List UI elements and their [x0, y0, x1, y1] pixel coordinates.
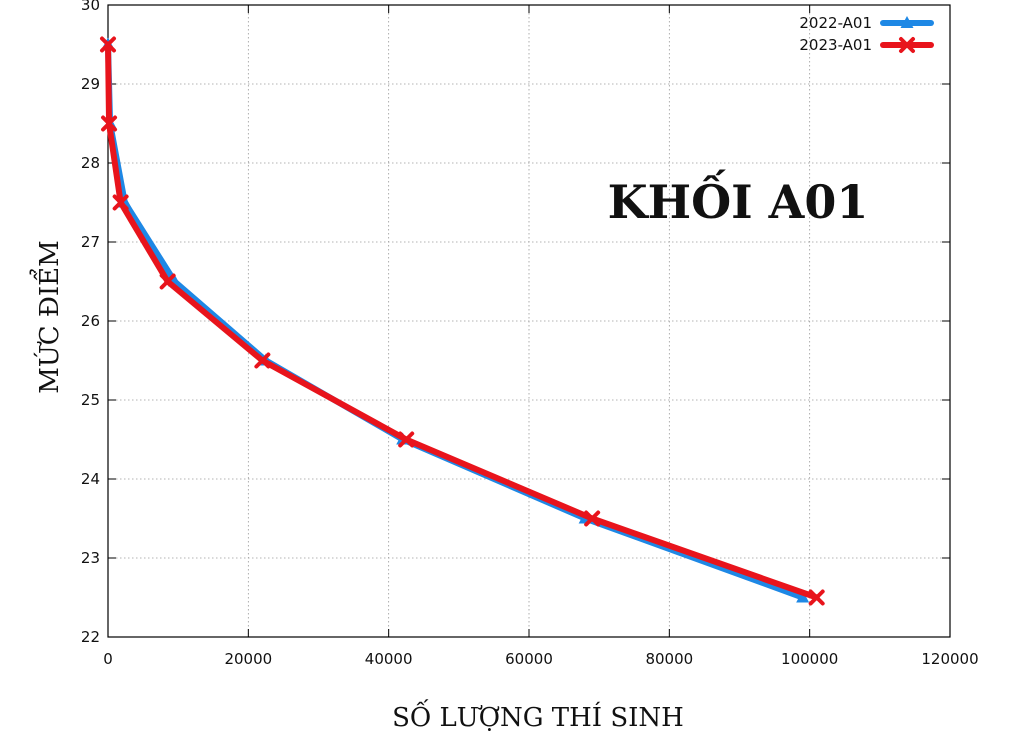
legend-label-2022: 2022-A01	[799, 14, 872, 32]
y-tick-label: 25	[81, 391, 100, 409]
data-point	[101, 115, 118, 132]
legend-label-2023: 2023-A01	[799, 36, 872, 54]
data-point	[796, 590, 810, 603]
y-tick-label: 26	[81, 312, 100, 330]
data-point	[112, 194, 129, 211]
series-group	[100, 36, 825, 606]
y-tick-label: 23	[81, 549, 100, 567]
chart-annotation: KHỐI A01	[608, 168, 869, 229]
x-tick-label: 100000	[781, 650, 838, 668]
axis-ticks: 0 20000 40000 60000 80000 100000 120000 22 23 24 2…	[81, 0, 979, 668]
data-point	[398, 431, 415, 448]
x-tick-label: 120000	[921, 650, 978, 668]
series-2023-A01	[100, 36, 825, 606]
legend-sample-2022	[880, 16, 934, 28]
x-tick-label: 0	[103, 650, 113, 668]
data-point	[100, 36, 116, 53]
y-axis-title: MỨC ĐIỂM	[29, 240, 65, 394]
legend: 2022-A01 2023-A01	[799, 14, 934, 54]
grid-lines	[108, 5, 950, 637]
x-tick-label: 60000	[505, 650, 553, 668]
y-tick-label: 30	[81, 0, 100, 14]
x-tick-label: 80000	[645, 650, 693, 668]
data-point	[254, 352, 271, 369]
x-tick-label: 40000	[365, 650, 413, 668]
x-axis-title: SỐ LƯỢNG THÍ SINH	[392, 698, 684, 733]
data-point	[808, 589, 825, 606]
y-tick-label: 28	[81, 154, 100, 172]
series-line	[105, 41, 820, 601]
legend-marker	[900, 16, 914, 28]
y-tick-label: 22	[81, 628, 100, 646]
series-2022-A01	[101, 37, 810, 603]
legend-marker	[899, 37, 915, 53]
y-tick-label: 27	[81, 233, 100, 251]
y-tick-label: 24	[81, 470, 100, 488]
data-point	[159, 273, 176, 290]
data-point	[584, 510, 601, 527]
legend-sample-2023	[880, 37, 934, 53]
y-tick-label: 29	[81, 75, 100, 93]
x-tick-label: 20000	[224, 650, 272, 668]
